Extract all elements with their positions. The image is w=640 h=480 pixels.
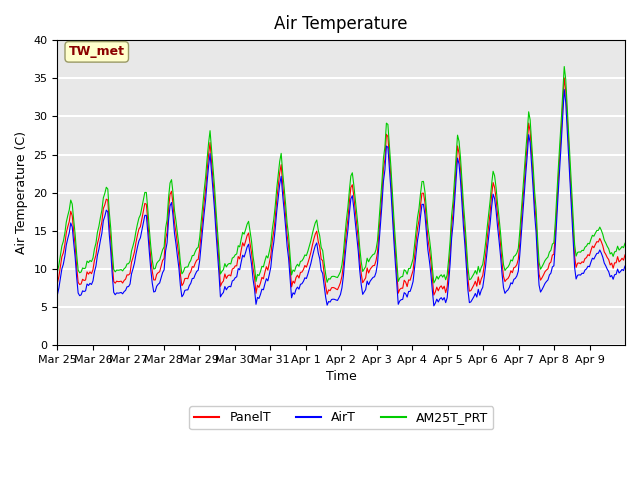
PanelT (346, 199, 353, 205)
Text: TW_met: TW_met (68, 46, 125, 59)
AirT (544, 277, 552, 283)
AM25T_PRT (430, 280, 438, 286)
PanelT (621, 252, 629, 258)
AM25T_PRT (620, 245, 627, 251)
AM25T_PRT (54, 269, 61, 275)
Title: Air Temperature: Air Temperature (275, 15, 408, 33)
AirT (620, 268, 627, 274)
Y-axis label: Air Temperature (C): Air Temperature (C) (15, 131, 28, 254)
PanelT (561, 75, 568, 81)
AirT (430, 303, 438, 309)
PanelT (460, 213, 467, 219)
AirT (54, 292, 61, 298)
Line: AirT: AirT (58, 89, 625, 306)
PanelT (91, 257, 99, 263)
X-axis label: Time: Time (326, 371, 356, 384)
AM25T_PRT (621, 240, 629, 246)
AM25T_PRT (346, 188, 353, 193)
AirT (346, 211, 353, 216)
AirT (73, 275, 81, 280)
AM25T_PRT (460, 201, 467, 207)
AM25T_PRT (544, 254, 552, 260)
Line: PanelT: PanelT (58, 78, 625, 295)
AirT (91, 269, 99, 275)
PanelT (73, 264, 81, 270)
AM25T_PRT (91, 246, 99, 252)
Line: AM25T_PRT: AM25T_PRT (58, 67, 625, 283)
PanelT (544, 266, 552, 272)
PanelT (620, 257, 627, 263)
AM25T_PRT (561, 64, 568, 70)
AM25T_PRT (73, 252, 81, 257)
PanelT (430, 292, 438, 298)
Legend: PanelT, AirT, AM25T_PRT: PanelT, AirT, AM25T_PRT (189, 407, 493, 430)
PanelT (54, 280, 61, 286)
AirT (561, 86, 568, 92)
AirT (621, 263, 629, 269)
AirT (460, 224, 467, 230)
